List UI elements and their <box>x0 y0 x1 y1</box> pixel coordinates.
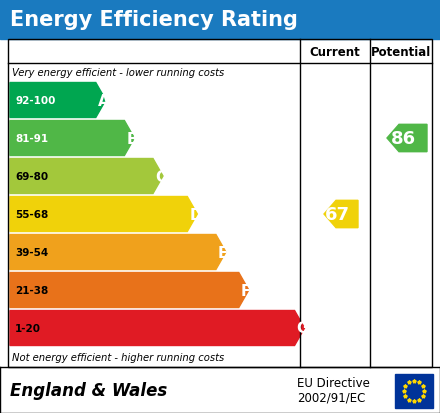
Text: F: F <box>241 283 251 298</box>
Text: A: A <box>98 93 110 108</box>
Text: EU Directive: EU Directive <box>297 377 370 389</box>
Text: 69-80: 69-80 <box>15 171 48 182</box>
Text: 2002/91/EC: 2002/91/EC <box>297 391 365 404</box>
Polygon shape <box>10 235 226 270</box>
Polygon shape <box>10 273 249 308</box>
Polygon shape <box>10 311 304 346</box>
Text: E: E <box>218 245 228 260</box>
Text: England & Wales: England & Wales <box>10 381 167 399</box>
Text: 81-91: 81-91 <box>15 134 48 144</box>
Polygon shape <box>10 159 163 194</box>
Text: D: D <box>189 207 202 222</box>
Polygon shape <box>10 121 134 156</box>
Text: 39-54: 39-54 <box>15 247 48 257</box>
Polygon shape <box>10 83 106 118</box>
Polygon shape <box>324 201 358 228</box>
Text: Not energy efficient - higher running costs: Not energy efficient - higher running co… <box>12 352 224 362</box>
Text: 55-68: 55-68 <box>15 209 48 219</box>
Bar <box>0 0 440 40</box>
Text: C: C <box>155 169 166 184</box>
Bar <box>0 367 440 413</box>
Text: Potential: Potential <box>371 45 431 58</box>
Bar <box>8 40 432 367</box>
Text: Very energy efficient - lower running costs: Very energy efficient - lower running co… <box>12 68 224 78</box>
Text: B: B <box>126 131 138 146</box>
Bar <box>395 374 433 408</box>
Text: Energy Efficiency Rating: Energy Efficiency Rating <box>10 10 298 30</box>
Text: G: G <box>297 321 309 336</box>
Polygon shape <box>387 125 427 152</box>
Text: Current: Current <box>310 45 360 58</box>
Polygon shape <box>10 197 197 232</box>
Text: 67: 67 <box>324 206 349 223</box>
Text: 92-100: 92-100 <box>15 96 55 106</box>
Text: 86: 86 <box>390 130 415 147</box>
Text: 1-20: 1-20 <box>15 323 41 333</box>
Text: 21-38: 21-38 <box>15 285 48 295</box>
